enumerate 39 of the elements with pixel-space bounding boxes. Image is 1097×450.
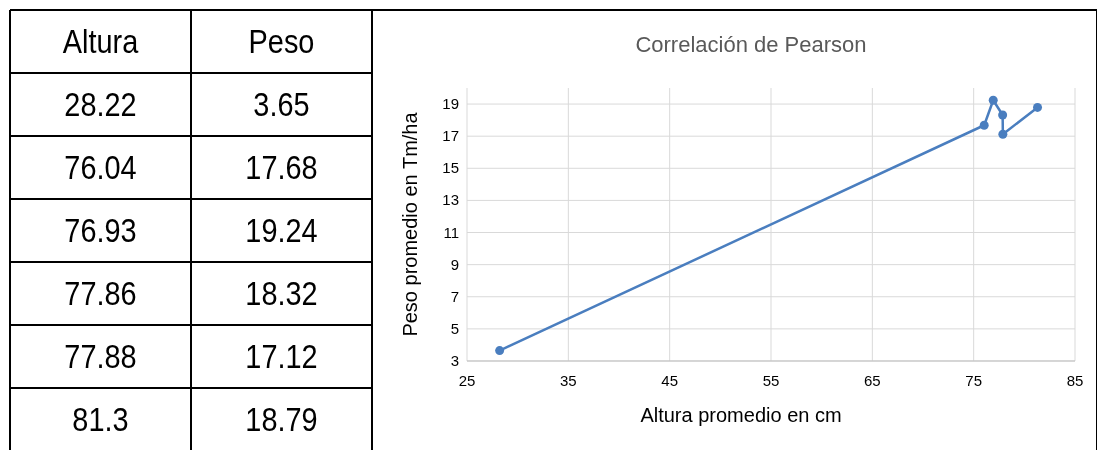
x-axis-title: Altura promedio en cm: [640, 404, 842, 426]
x-tick-label: 75: [965, 372, 983, 389]
text: 17.68: [245, 148, 318, 188]
text: 18.79: [245, 400, 318, 440]
point: [988, 95, 998, 105]
point: [495, 346, 505, 356]
y-tick-label: 13: [442, 191, 459, 209]
y-tick-label: 5: [450, 319, 459, 337]
point: [1033, 102, 1043, 112]
y-tick-label: 19: [442, 95, 459, 113]
x-tick-label: 25: [458, 372, 476, 389]
y-tick-label: 9: [450, 255, 459, 273]
text: 76.04: [64, 148, 137, 188]
text: 28.22: [64, 85, 137, 125]
text: 17.12: [245, 337, 318, 377]
y-axis-title: Peso promedio en Tm/ha: [399, 111, 421, 337]
text: 76.93: [64, 211, 137, 251]
x-tick-label: 45: [661, 372, 679, 389]
point: [998, 129, 1008, 139]
y-tick-label: 3: [450, 352, 459, 369]
point: [979, 120, 989, 130]
x-tick-label: 55: [762, 372, 780, 389]
text: 18.32: [245, 274, 318, 314]
y-tick-label: 15: [442, 159, 459, 177]
chart-title: Correlación de Pearson: [635, 32, 867, 57]
text: 77.88: [64, 337, 137, 377]
x-tick-label: 35: [559, 372, 577, 389]
y-tick-label: 7: [450, 287, 459, 305]
text: 19.24: [245, 211, 318, 251]
text: Altura: [62, 22, 139, 62]
text: 3.65: [253, 85, 310, 125]
text: Peso: [248, 22, 315, 62]
text: 77.86: [64, 274, 137, 314]
text: 81.3: [72, 400, 129, 440]
x-tick-label: 65: [863, 372, 881, 389]
y-tick-label: 11: [443, 223, 459, 241]
y-tick-label: 17: [442, 127, 459, 145]
x-tick-label: 85: [1066, 372, 1084, 389]
point: [998, 110, 1008, 120]
